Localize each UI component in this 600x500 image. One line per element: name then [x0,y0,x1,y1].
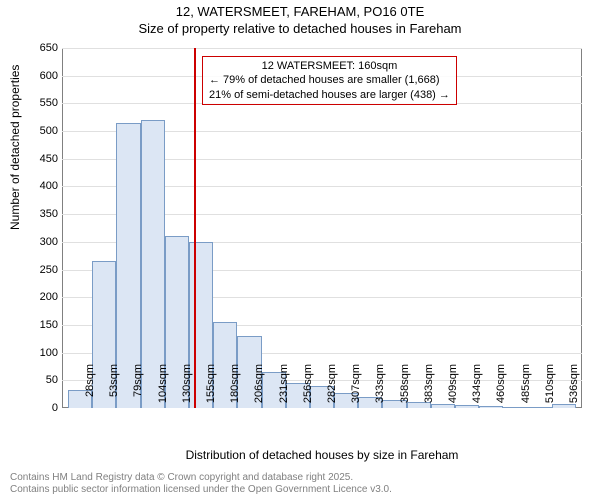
y-tick-label: 50 [18,374,58,386]
annotation-line1: ← 79% of detached houses are smaller (1,… [209,73,450,87]
x-tick-label: 231sqm [278,364,290,404]
y-tick-label: 150 [18,319,58,331]
histogram-bar [479,406,503,408]
annotation-line2: 21% of semi-detached houses are larger (… [209,88,450,102]
y-axis-line [62,48,63,408]
histogram-bar [455,405,479,408]
x-tick-label: 434sqm [471,364,483,404]
footer-line1: Contains HM Land Registry data © Crown c… [10,472,392,484]
chart-title: 12, WATERSMEET, FAREHAM, PO16 0TE Size o… [0,0,600,38]
x-tick-label: 358sqm [399,364,411,404]
x-tick-label: 130sqm [181,364,193,404]
chart-plot-area: 12 WATERSMEET: 160sqm← 79% of detached h… [62,48,582,408]
footer-attribution: Contains HM Land Registry data © Crown c… [10,472,392,496]
x-tick-label: 307sqm [350,364,362,404]
x-tick-label: 409sqm [447,364,459,404]
x-tick-label: 155sqm [205,364,217,404]
x-tick-label: 282sqm [326,364,338,404]
y-tick-label: 350 [18,208,58,220]
y-tick-label: 450 [18,153,58,165]
y-tick-label: 100 [18,347,58,359]
title-line1: 12, WATERSMEET, FAREHAM, PO16 0TE [0,4,600,21]
plot-region: 12 WATERSMEET: 160sqm← 79% of detached h… [62,48,582,408]
x-tick-label: 104sqm [157,364,169,404]
title-line2: Size of property relative to detached ho… [0,21,600,38]
x-tick-label: 485sqm [520,364,532,404]
y-tick-label: 600 [18,70,58,82]
marker-line [194,48,196,408]
x-tick-label: 53sqm [108,364,120,404]
y-tick-label: 300 [18,236,58,248]
y-tick-label: 0 [18,402,58,414]
y-tick-label: 500 [18,125,58,137]
x-tick-label: 180sqm [229,364,241,404]
y-tick-label: 650 [18,42,58,54]
y-tick-label: 400 [18,180,58,192]
annotation-box: 12 WATERSMEET: 160sqm← 79% of detached h… [202,56,457,105]
x-tick-label: 206sqm [253,364,265,404]
x-axis-label: Distribution of detached houses by size … [62,448,582,462]
histogram-bar [552,404,576,408]
x-tick-label: 256sqm [302,364,314,404]
histogram-bar [528,407,552,408]
footer-line2: Contains public sector information licen… [10,484,392,496]
annotation-title: 12 WATERSMEET: 160sqm [209,59,450,73]
x-tick-label: 79sqm [132,364,144,404]
histogram-bar [431,404,455,408]
gridline-h [62,48,582,49]
x-tick-label: 536sqm [568,364,580,404]
x-tick-label: 510sqm [544,364,556,404]
histogram-bar [503,407,527,408]
x-tick-label: 460sqm [495,364,507,404]
x-tick-label: 28sqm [84,364,96,404]
y-axis-label: Number of detached properties [8,65,22,230]
x-tick-label: 333sqm [374,364,386,404]
y-tick-label: 200 [18,291,58,303]
x-tick-label: 383sqm [423,364,435,404]
y-tick-label: 250 [18,264,58,276]
y-tick-label: 550 [18,97,58,109]
axis-border-right [581,48,582,408]
